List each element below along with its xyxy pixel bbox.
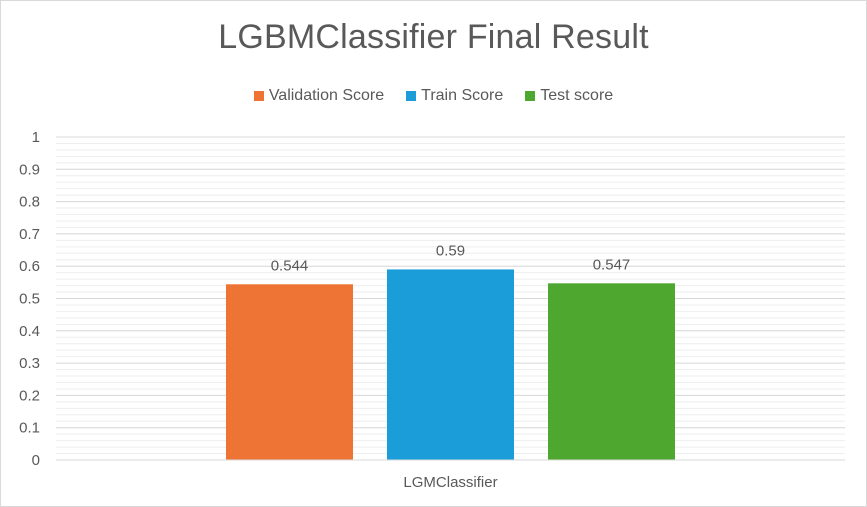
- data-label: 0.544: [271, 257, 309, 274]
- legend-label-test: Test score: [540, 87, 614, 104]
- x-category-label: LGMClassifier: [403, 474, 497, 491]
- legend-item-test: Test score: [525, 87, 613, 105]
- y-tick-label: 1: [32, 129, 40, 146]
- y-tick-label: 0: [32, 452, 40, 469]
- y-tick-label: 0.5: [19, 291, 40, 308]
- x-axis: LGMClassifier: [56, 459, 845, 491]
- legend-swatch-train: [406, 91, 417, 101]
- chart-legend: Validation Score Train Score Test score: [0, 87, 867, 105]
- data-label: 0.59: [436, 242, 465, 259]
- bar: [387, 269, 514, 460]
- y-tick-label: 0.4: [19, 323, 40, 340]
- bar: [548, 283, 675, 460]
- chart-title: LGBMClassifier Final Result: [218, 18, 649, 56]
- y-tick-label: 0.2: [19, 387, 40, 404]
- bar: [226, 284, 353, 460]
- y-tick-label: 0.9: [19, 161, 40, 178]
- data-label: 0.547: [593, 256, 631, 273]
- y-tick-label: 0.8: [19, 194, 40, 211]
- y-tick-label: 0.7: [19, 226, 40, 243]
- legend-label-train: Train Score: [421, 87, 504, 104]
- data-labels-group: 0.544 0.59 0.547: [271, 242, 631, 274]
- legend-label-validation: Validation Score: [268, 87, 385, 104]
- legend-swatch-test: [525, 91, 536, 101]
- legend-item-train: Train Score: [406, 87, 503, 105]
- y-tick-label: 0.3: [19, 355, 40, 372]
- bars-group: [226, 269, 675, 460]
- y-axis-tick-labels: 0 0.1 0.2 0.3 0.4 0.5 0.6 0.7 0.8 0.9 1: [19, 129, 40, 469]
- y-tick-label: 0.6: [19, 258, 40, 275]
- legend-swatch-validation: [253, 91, 264, 101]
- y-tick-label: 0.1: [19, 420, 40, 437]
- legend-item-validation: Validation Score: [253, 87, 385, 105]
